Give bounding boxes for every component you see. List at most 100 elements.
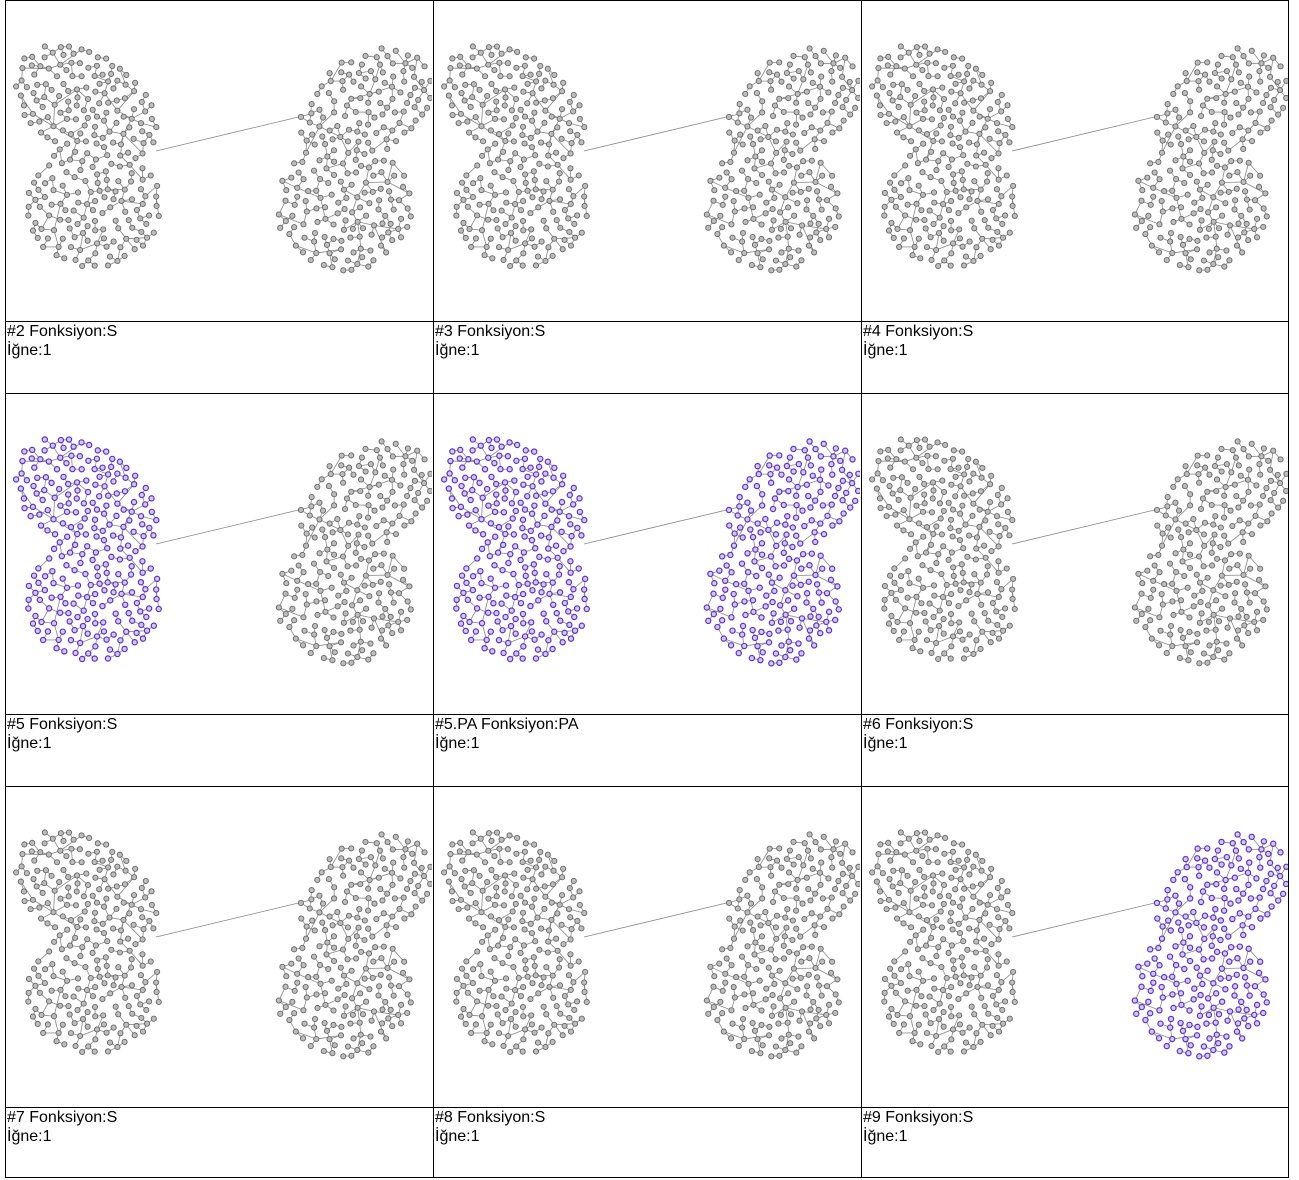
stitch-dot xyxy=(133,629,140,637)
stitch-dot xyxy=(744,157,751,164)
stitch-dot xyxy=(313,249,320,257)
stitch-dot xyxy=(893,129,901,136)
stitch-dot xyxy=(549,95,556,102)
stitch-dot xyxy=(797,147,804,154)
stitch-dot xyxy=(545,152,552,159)
stitch-dot xyxy=(1009,202,1016,210)
stitch-dot xyxy=(753,572,760,580)
stitch-dot xyxy=(520,250,527,257)
stitch-dot xyxy=(798,172,805,179)
stitch-dot xyxy=(129,224,136,231)
stitch-dot xyxy=(767,160,775,167)
stitch-dot xyxy=(147,565,154,572)
stitch-dot xyxy=(83,477,90,484)
stitch-dot xyxy=(356,120,363,127)
stitch-dot xyxy=(346,71,353,78)
stitch-dot xyxy=(548,113,555,120)
stitch-dot xyxy=(113,97,120,104)
stitch-dot xyxy=(744,106,751,113)
stitch-dot xyxy=(48,201,55,208)
stitch-dot xyxy=(105,99,112,106)
stitch-dot xyxy=(335,592,342,599)
stitch-dot xyxy=(63,562,70,569)
stitch-dot xyxy=(793,109,800,116)
stitch-dot xyxy=(51,227,58,234)
stitch-dot xyxy=(348,59,355,66)
stitch-dot xyxy=(928,256,935,264)
stitch-dot xyxy=(924,59,931,66)
stitch-dot xyxy=(571,613,578,621)
stitch-dot xyxy=(377,492,384,500)
stitch-dot xyxy=(889,97,896,104)
stitch-dot xyxy=(310,560,318,567)
stitch-dot xyxy=(512,615,519,623)
stitch-dot xyxy=(369,188,376,195)
stitch-dot xyxy=(1263,213,1270,220)
label-needle: İğne:1 xyxy=(7,735,52,752)
stitch-dot xyxy=(935,262,942,270)
stitch-dot xyxy=(449,112,456,119)
stitch-dot xyxy=(472,527,479,534)
stitch-dot xyxy=(359,647,366,654)
stitch-dot xyxy=(949,140,956,147)
stitch-dot xyxy=(739,238,746,245)
stitch-dot xyxy=(146,212,153,219)
stitch-dot xyxy=(464,203,471,210)
stitch-dot xyxy=(851,497,859,505)
stitch-dot xyxy=(474,555,481,562)
stitch-dot xyxy=(832,205,839,212)
stitch-dot xyxy=(115,178,122,185)
stitch-dot xyxy=(349,602,356,609)
stitch-dot xyxy=(390,599,397,606)
stitch-dot xyxy=(897,94,904,101)
stitch-dot xyxy=(497,465,504,473)
stitch-dot xyxy=(459,71,466,78)
stitch-dot xyxy=(479,152,486,159)
stitch-dot xyxy=(1218,75,1225,82)
stitch-dot xyxy=(1247,109,1254,116)
stitch-dot xyxy=(133,236,140,243)
stitch-dot xyxy=(474,162,481,169)
stitch-dot xyxy=(776,574,783,581)
stitch-dot xyxy=(1173,194,1180,201)
stitch-dot xyxy=(472,506,479,514)
stitch-dot xyxy=(784,120,791,127)
stitch-dot xyxy=(556,170,563,177)
stitch-dot xyxy=(142,501,149,508)
stitch-dot xyxy=(334,122,341,130)
stitch-dot xyxy=(75,199,82,206)
stitch-dot xyxy=(1156,221,1163,228)
stitch-dot xyxy=(567,635,575,642)
panel-label: #2 Fonksiyon:S İğne:1 xyxy=(6,321,433,393)
stitch-dot xyxy=(913,44,920,51)
stitch-dot xyxy=(142,91,149,98)
stitch-dot xyxy=(1213,95,1220,102)
stitch-dot xyxy=(979,71,986,78)
stitch-dot xyxy=(495,244,503,251)
stitch-dot xyxy=(123,628,130,635)
stitch-dot xyxy=(907,101,914,108)
stitch-dot xyxy=(1238,212,1245,219)
stitch-dot xyxy=(85,441,93,449)
stitch-dot xyxy=(384,571,391,579)
stitch-dot xyxy=(411,497,418,504)
stitch-dot xyxy=(1236,124,1243,131)
stitch-dot xyxy=(750,215,757,222)
stitch-dot xyxy=(353,169,360,176)
stitch-dot xyxy=(869,83,876,90)
stitch-dot xyxy=(91,610,99,618)
stitch-dot xyxy=(731,208,738,215)
stitch-dot xyxy=(490,207,497,214)
stitch-dot xyxy=(1195,160,1203,167)
stitch-dot xyxy=(104,262,112,269)
stitch-dot xyxy=(406,190,413,197)
stitch-dot xyxy=(817,159,824,166)
stitch-line xyxy=(488,49,510,66)
stitch-dot xyxy=(934,46,941,53)
stitch-dot xyxy=(326,463,333,470)
stitch-dot xyxy=(357,245,364,252)
stitch-dot xyxy=(528,619,535,626)
stitch-line xyxy=(1243,162,1250,183)
stitch-line xyxy=(733,126,748,153)
stitch-dot xyxy=(780,501,787,509)
